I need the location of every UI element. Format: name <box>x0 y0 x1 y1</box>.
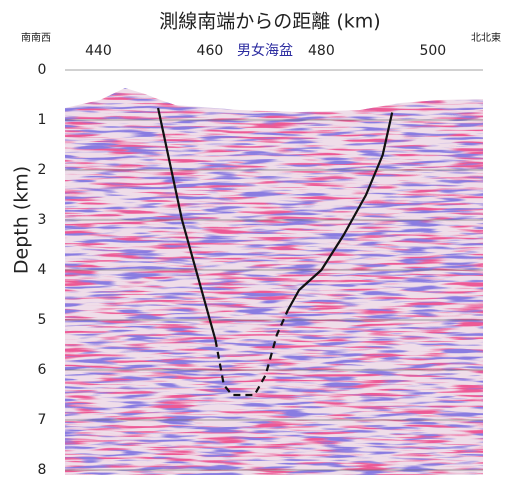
x-tick-label: 480 <box>308 43 335 59</box>
x-tick-label: 440 <box>85 43 112 59</box>
y-tick-label: 2 <box>38 162 47 178</box>
y-tick-label: 3 <box>38 212 47 228</box>
x-tick-label: 460 <box>197 43 224 59</box>
y-axis-label: Depth (km) <box>11 166 33 274</box>
x-tick-label: 500 <box>419 43 446 59</box>
y-tick-label: 0 <box>38 62 47 78</box>
basin-label: 男女海盆 <box>237 42 293 59</box>
chart: 測線南端からの距離 (km) 南南西 北北東 男女海盆 Depth (km) 0… <box>0 0 513 475</box>
direction-label: 北北東 <box>471 31 501 44</box>
y-tick-label: 4 <box>38 262 47 278</box>
y-tick-label: 1 <box>38 112 47 128</box>
y-tick-label: 8 <box>38 462 47 475</box>
y-tick-label: 5 <box>38 312 47 328</box>
seismic-section <box>65 85 483 475</box>
y-tick-label: 7 <box>38 412 47 428</box>
y-tick-label: 6 <box>38 362 47 378</box>
direction-label: 南南西 <box>21 31 51 44</box>
chart-title: 測線南端からの距離 (km) <box>159 11 380 33</box>
